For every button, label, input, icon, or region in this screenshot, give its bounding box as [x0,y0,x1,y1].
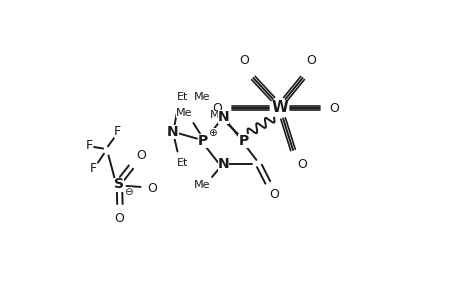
Text: N: N [217,110,229,124]
Text: ⊖: ⊖ [123,187,132,197]
Text: Et: Et [177,158,188,169]
Text: Me: Me [176,107,192,118]
Text: O: O [136,148,146,162]
Text: O: O [147,182,157,196]
Text: Me: Me [209,110,226,121]
Text: O: O [114,212,123,225]
Text: F: F [90,161,97,175]
Text: F: F [114,125,121,139]
Text: N: N [167,125,179,139]
Text: F: F [85,139,92,152]
Text: W: W [270,100,287,116]
Text: O: O [269,188,279,202]
Text: O: O [212,101,222,115]
Text: O: O [239,54,249,68]
Text: Et: Et [177,92,188,103]
Text: N: N [217,157,229,170]
Text: P: P [238,134,248,148]
Text: ⊕: ⊕ [207,128,216,138]
Text: Me: Me [194,92,210,102]
Text: O: O [329,101,338,115]
Text: P: P [197,134,207,148]
Text: S: S [114,178,124,191]
Text: Me: Me [194,180,210,190]
Text: O: O [297,158,307,171]
Text: O: O [306,54,316,68]
